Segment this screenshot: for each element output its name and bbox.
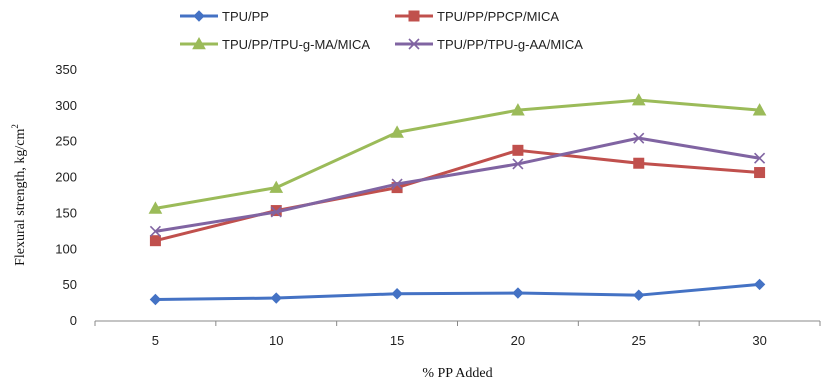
x-axis-title: % PP Added: [422, 366, 492, 381]
x-tick-label: 15: [390, 333, 404, 348]
legend: TPU/PP TPU/PP/PPCP/MICA TPU/PP/TPU-g-MA/MI…: [180, 9, 583, 52]
y-tick-label: 300: [55, 98, 77, 113]
data-point: [148, 201, 163, 214]
data-point-stroke-b: [270, 206, 282, 218]
data-point: [391, 178, 403, 190]
legend-item: TPU/PP/PPCP/MICA: [395, 9, 559, 24]
y-tick-label: 250: [55, 134, 77, 149]
data-point: [149, 225, 161, 237]
series-line: [155, 98, 760, 210]
series-3: [148, 93, 767, 214]
data-point: [511, 103, 525, 116]
data-point: [754, 152, 766, 164]
data-point-stroke-b: [512, 158, 524, 170]
data-point: [390, 125, 404, 138]
legend-label: TPU/PP/PPCP/MICA: [437, 9, 559, 24]
y-tick-label: 0: [70, 313, 77, 328]
data-point: [754, 167, 766, 179]
y-axis-title: Flexural strength, kg/cm2: [10, 124, 28, 266]
x-tick-label: 10: [269, 333, 283, 348]
data-point: [631, 93, 646, 106]
data-point: [633, 157, 645, 169]
data-point: [149, 293, 162, 306]
series-1: [149, 278, 766, 306]
data-point: [512, 287, 524, 299]
y-tick-label: 150: [55, 205, 77, 220]
legend-marker: [192, 36, 206, 50]
legend-item: TPU/PP/TPU-g-MA/MICA: [180, 36, 370, 52]
data-point: [512, 158, 524, 170]
x-tick-label: 25: [632, 333, 646, 348]
legend-marker: [408, 38, 420, 50]
data-point: [149, 235, 161, 247]
series-line: [155, 136, 760, 233]
data-point-stroke-b: [633, 132, 645, 144]
series-line: [155, 282, 760, 301]
y-tick-label: 200: [55, 170, 77, 185]
x-tick-label: 5: [152, 333, 159, 348]
data-point: [270, 292, 282, 304]
data-point-stroke-b: [149, 225, 161, 237]
data-point: [391, 288, 403, 300]
data-point: [633, 289, 645, 301]
legend-marker-stroke-b: [408, 38, 420, 50]
legend-marker: [193, 10, 205, 22]
data-point: [752, 103, 767, 116]
data-point: [753, 278, 766, 291]
series-layer: [148, 93, 767, 306]
legend-label: TPU/PP/TPU-g-MA/MICA: [222, 37, 370, 52]
data-point: [269, 180, 284, 193]
legend-label: TPU/PP: [222, 9, 269, 24]
data-point: [633, 132, 645, 144]
data-point: [270, 206, 282, 218]
y-axis-ticks: 0 50 100 150 200 250 300 350: [55, 62, 77, 328]
y-tick-label: 350: [55, 62, 77, 77]
data-point-stroke-b: [754, 152, 766, 164]
data-point: [512, 144, 524, 156]
legend-label: TPU/PP/TPU-g-AA/MICA: [437, 37, 583, 52]
series-line: [155, 148, 760, 243]
x-axis-ticks: 5 10 15 20 25 30: [94, 321, 821, 348]
legend-item: TPU/PP/TPU-g-AA/MICA: [395, 37, 583, 52]
legend-item: TPU/PP: [180, 9, 269, 24]
y-axis-title-superscript: 2: [10, 124, 20, 129]
legend-marker: [408, 10, 420, 22]
series-4: [149, 132, 766, 237]
x-tick-label: 30: [752, 333, 766, 348]
y-tick-label: 100: [55, 241, 77, 256]
y-axis-title-text: Flexural strength, kg/cm: [13, 129, 28, 266]
x-tick-label: 20: [511, 333, 525, 348]
series-2: [149, 144, 766, 247]
data-point-stroke-b: [391, 178, 403, 190]
y-tick-label: 50: [63, 277, 77, 292]
